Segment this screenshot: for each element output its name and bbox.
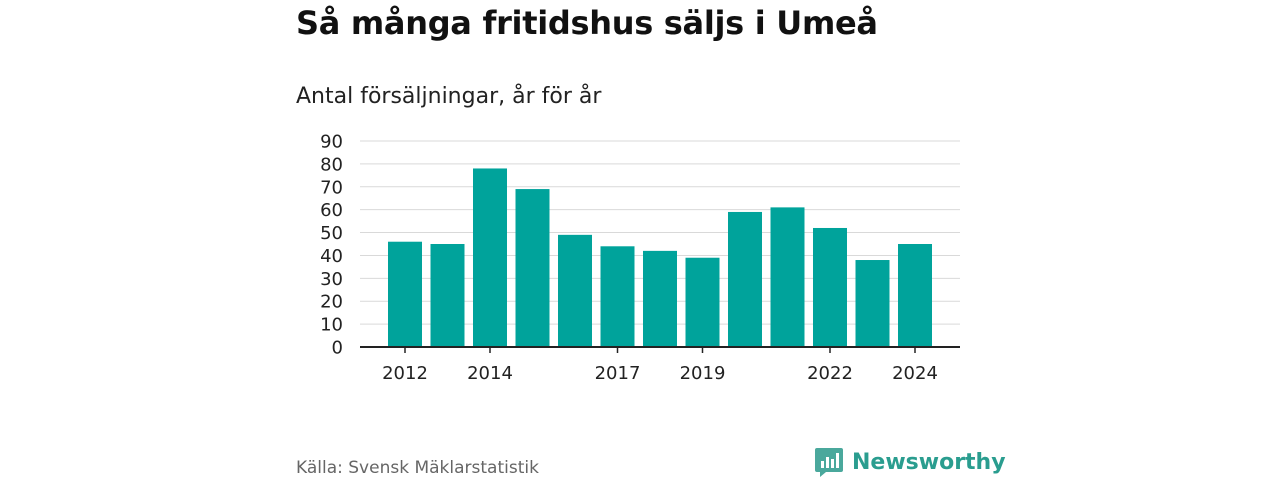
x-tick-label: 2022 [807,363,853,384]
bar-2022 [813,227,847,347]
brand-logo[interactable]: Newsworthy [814,446,1006,478]
bar-2023 [855,260,890,347]
bars [388,168,932,347]
bar-2017 [600,246,635,347]
bar-2015 [515,189,550,347]
newsworthy-logo-icon [815,448,843,477]
x-tick-label: 2019 [680,363,726,384]
bar-2020 [728,211,762,347]
y-tick-label: 70 [320,177,343,198]
bar-2016 [558,234,592,347]
x-tick-label: 2014 [467,363,513,384]
source-note: Källa: Svensk Mäklarstatistik [296,458,539,478]
x-axis-ticks [404,347,916,353]
y-tick-label: 80 [320,154,343,175]
x-axis-labels: 2012 2014 2017 2019 2022 2024 [382,363,938,384]
bar-2012 [388,241,422,347]
y-tick-label: 40 [320,246,343,267]
y-tick-label: 0 [332,338,343,359]
y-tick-label: 30 [320,269,343,290]
bar-2021 [770,207,805,347]
y-tick-label: 90 [320,132,343,153]
bar-2013 [430,244,465,347]
chart-subtitle: Antal försäljningar, år för år [296,84,602,109]
y-tick-label: 20 [320,292,343,313]
y-tick-label: 50 [320,223,343,244]
brand-name: Newsworthy [852,449,1006,475]
bar-2024 [898,244,932,347]
x-tick-label: 2012 [382,363,428,384]
y-tick-label: 60 [320,200,343,221]
x-tick-label: 2024 [892,363,938,384]
chart-title: Så många fritidshus säljs i Umeå [296,4,878,42]
bar-2018 [643,250,677,347]
bar-2014 [473,168,507,347]
y-tick-label: 10 [320,315,343,336]
bar-2019 [685,257,720,347]
x-tick-label: 2017 [595,363,641,384]
